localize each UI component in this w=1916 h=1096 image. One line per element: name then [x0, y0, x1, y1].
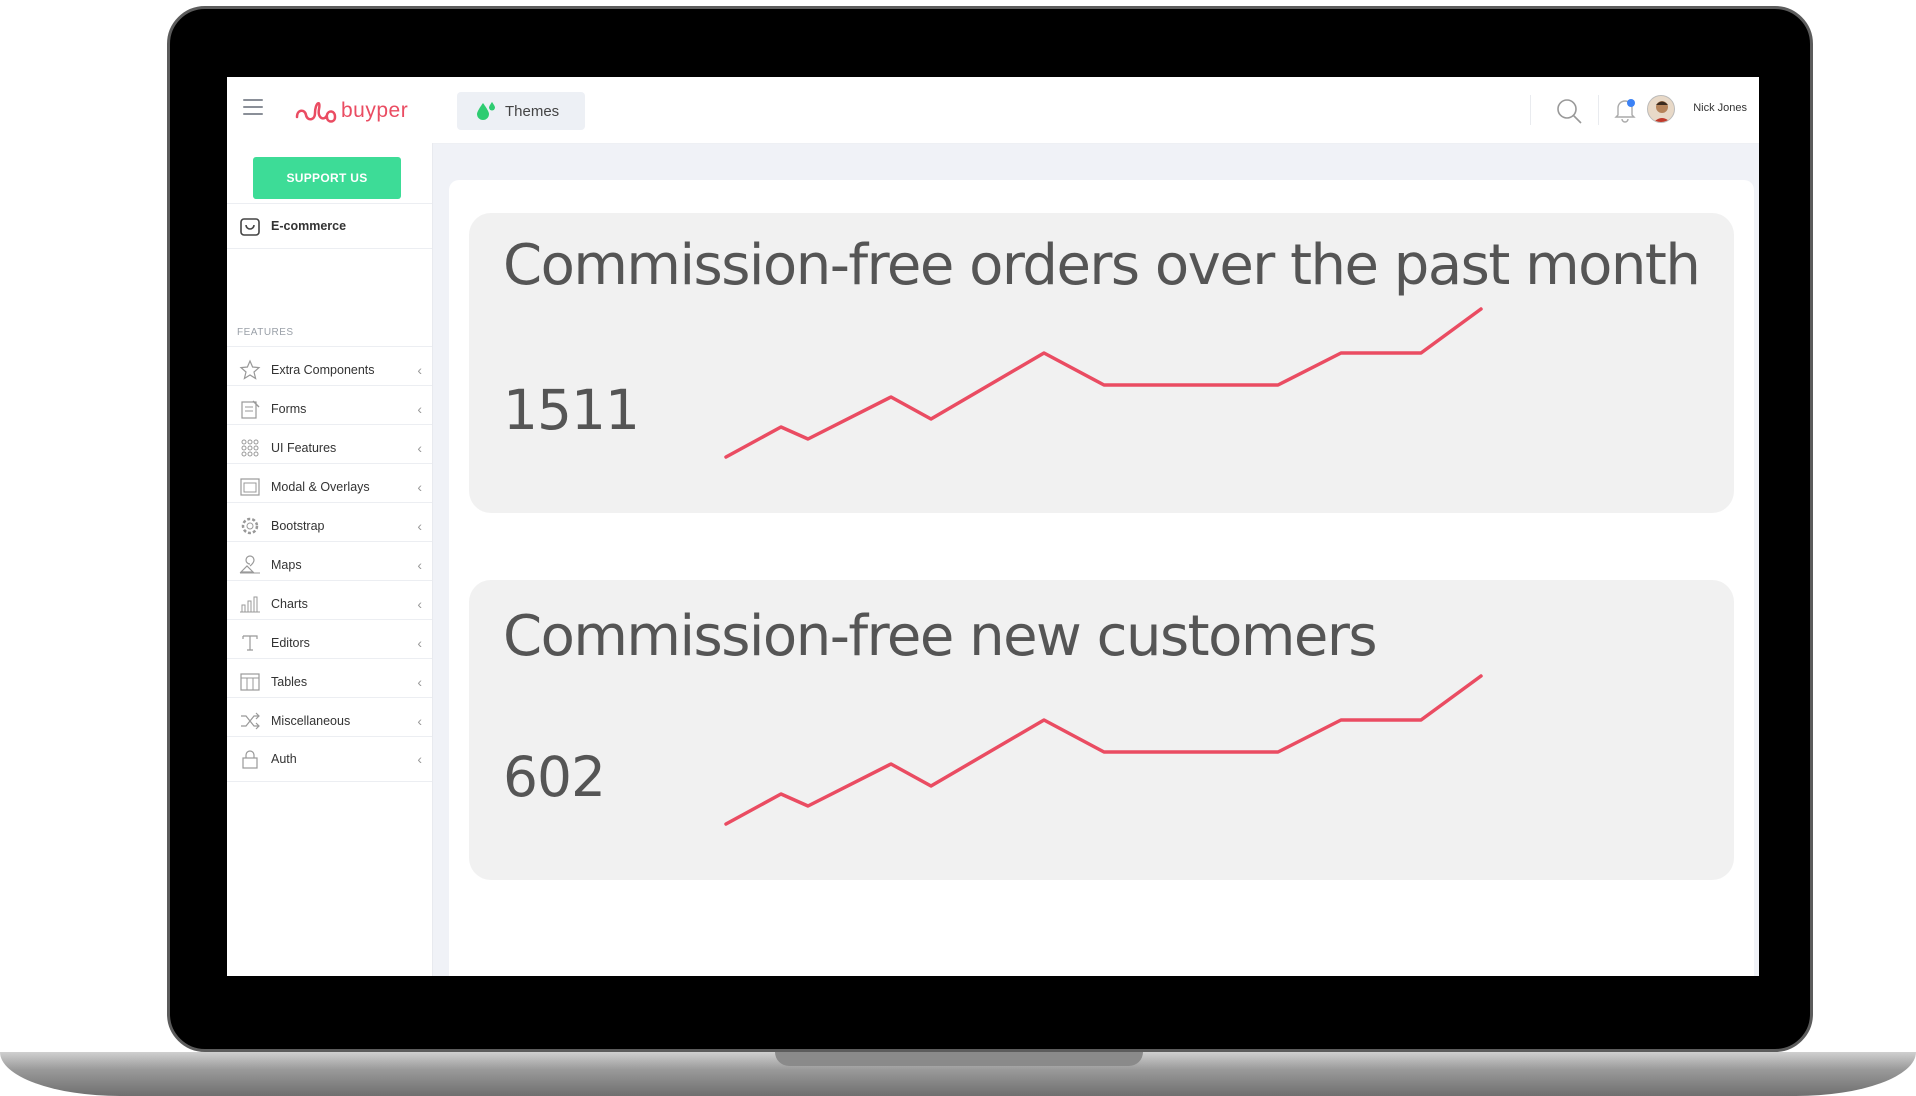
window-icon [240, 477, 260, 496]
top-navbar: buyper Themes [227, 77, 1759, 144]
chevron-left-icon: ‹ [417, 712, 422, 729]
search-icon[interactable] [1555, 97, 1583, 125]
chevron-left-icon: ‹ [417, 361, 422, 378]
stat-title: Commission-free new customers [503, 604, 1378, 669]
bell-icon[interactable] [1611, 96, 1639, 124]
chevron-left-icon: ‹ [417, 751, 422, 767]
table-icon [240, 672, 260, 691]
sparkline-chart [724, 307, 1483, 459]
sidebar-item-label: Charts [271, 596, 308, 611]
stat-value: 602 [503, 745, 606, 809]
sidebar-item-bootstrap[interactable]: Bootstrap ‹ [227, 502, 432, 548]
sidebar-item-label: Maps [271, 557, 302, 572]
logo-mark-icon [295, 101, 337, 123]
grid-dots-icon [241, 439, 259, 456]
sparkline-path [724, 674, 1483, 826]
sidebar-item-charts[interactable]: Charts ‹ [227, 580, 432, 626]
laptop-notch [775, 1052, 1143, 1066]
chart-icon [240, 596, 260, 612]
star-icon [239, 358, 261, 380]
chevron-left-icon: ‹ [417, 634, 422, 651]
sparkline-chart [724, 674, 1483, 826]
themes-button[interactable]: Themes [457, 92, 585, 130]
topbar-actions: Nick Jones [1459, 77, 1759, 143]
sidebar-item-label: Modal & Overlays [271, 479, 370, 494]
sidebar-item-miscellaneous[interactable]: Miscellaneous ‹ [227, 697, 432, 743]
sparkline-path [724, 307, 1483, 459]
map-icon [239, 554, 260, 573]
chevron-left-icon: ‹ [417, 400, 422, 417]
gear-icon [241, 517, 259, 534]
chevron-left-icon: ‹ [417, 673, 422, 690]
chevron-left-icon: ‹ [417, 439, 422, 456]
sidebar-item-label: E-commerce [271, 219, 347, 233]
brand-logo[interactable]: buyper [295, 93, 408, 129]
shuffle-icon [241, 712, 260, 729]
sidebar-item-label: Miscellaneous [271, 713, 351, 728]
droplet-icon [477, 102, 495, 120]
sidebar-item-label: Forms [271, 401, 307, 416]
avatar[interactable] [1647, 95, 1675, 123]
sidebar-item-editors[interactable]: Editors ‹ [227, 619, 432, 665]
sidebar-item-label: Auth [271, 752, 297, 766]
sidebar-item-label: Extra Components [271, 362, 375, 377]
sidebar-item-label: Tables [271, 674, 308, 689]
chevron-left-icon: ‹ [417, 478, 422, 495]
sidebar-item-forms[interactable]: Forms ‹ [227, 385, 432, 431]
support-us-button[interactable]: SUPPORT US [253, 157, 401, 199]
sidebar-item-label: Editors [271, 635, 310, 650]
stat-card-customers: Commission-free new customers 602 [469, 580, 1734, 880]
chevron-left-icon: ‹ [417, 556, 422, 573]
chevron-left-icon: ‹ [417, 517, 422, 534]
sidebar-item-tables[interactable]: Tables ‹ [227, 658, 432, 704]
user-name[interactable]: Nick Jones [1693, 102, 1747, 114]
sidebar-item-ecommerce[interactable]: E-commerce [227, 203, 432, 249]
sidebar-item-maps[interactable]: Maps ‹ [227, 541, 432, 587]
stat-title: Commission-free orders over the past mon… [503, 233, 1701, 298]
logo-text: buyper [341, 99, 409, 122]
chevron-left-icon: ‹ [417, 595, 422, 612]
sidebar-item-label: Bootstrap [271, 518, 325, 533]
form-icon [241, 400, 260, 419]
sidebar-item-auth[interactable]: Auth ‹ [227, 736, 432, 782]
sidebar-item-modal-overlays[interactable]: Modal & Overlays ‹ [227, 463, 432, 509]
section-title: FEATURES [237, 327, 294, 338]
menu-toggle-icon[interactable] [243, 99, 263, 115]
stat-card-orders: Commission-free orders over the past mon… [469, 213, 1734, 513]
shopping-bag-icon [240, 218, 260, 236]
sidebar: SUPPORT US E-commerce FEATURES Extra Com… [227, 143, 433, 976]
screen: buyper Themes [227, 77, 1759, 976]
sidebar-item-label: UI Features [271, 440, 337, 455]
text-icon [242, 634, 258, 651]
lock-icon [242, 750, 258, 769]
sidebar-item-extra-components[interactable]: Extra Components ‹ [227, 346, 432, 392]
sidebar-item-ui-features[interactable]: UI Features ‹ [227, 424, 432, 470]
themes-label: Themes [505, 102, 560, 120]
stat-value: 1511 [503, 378, 640, 442]
